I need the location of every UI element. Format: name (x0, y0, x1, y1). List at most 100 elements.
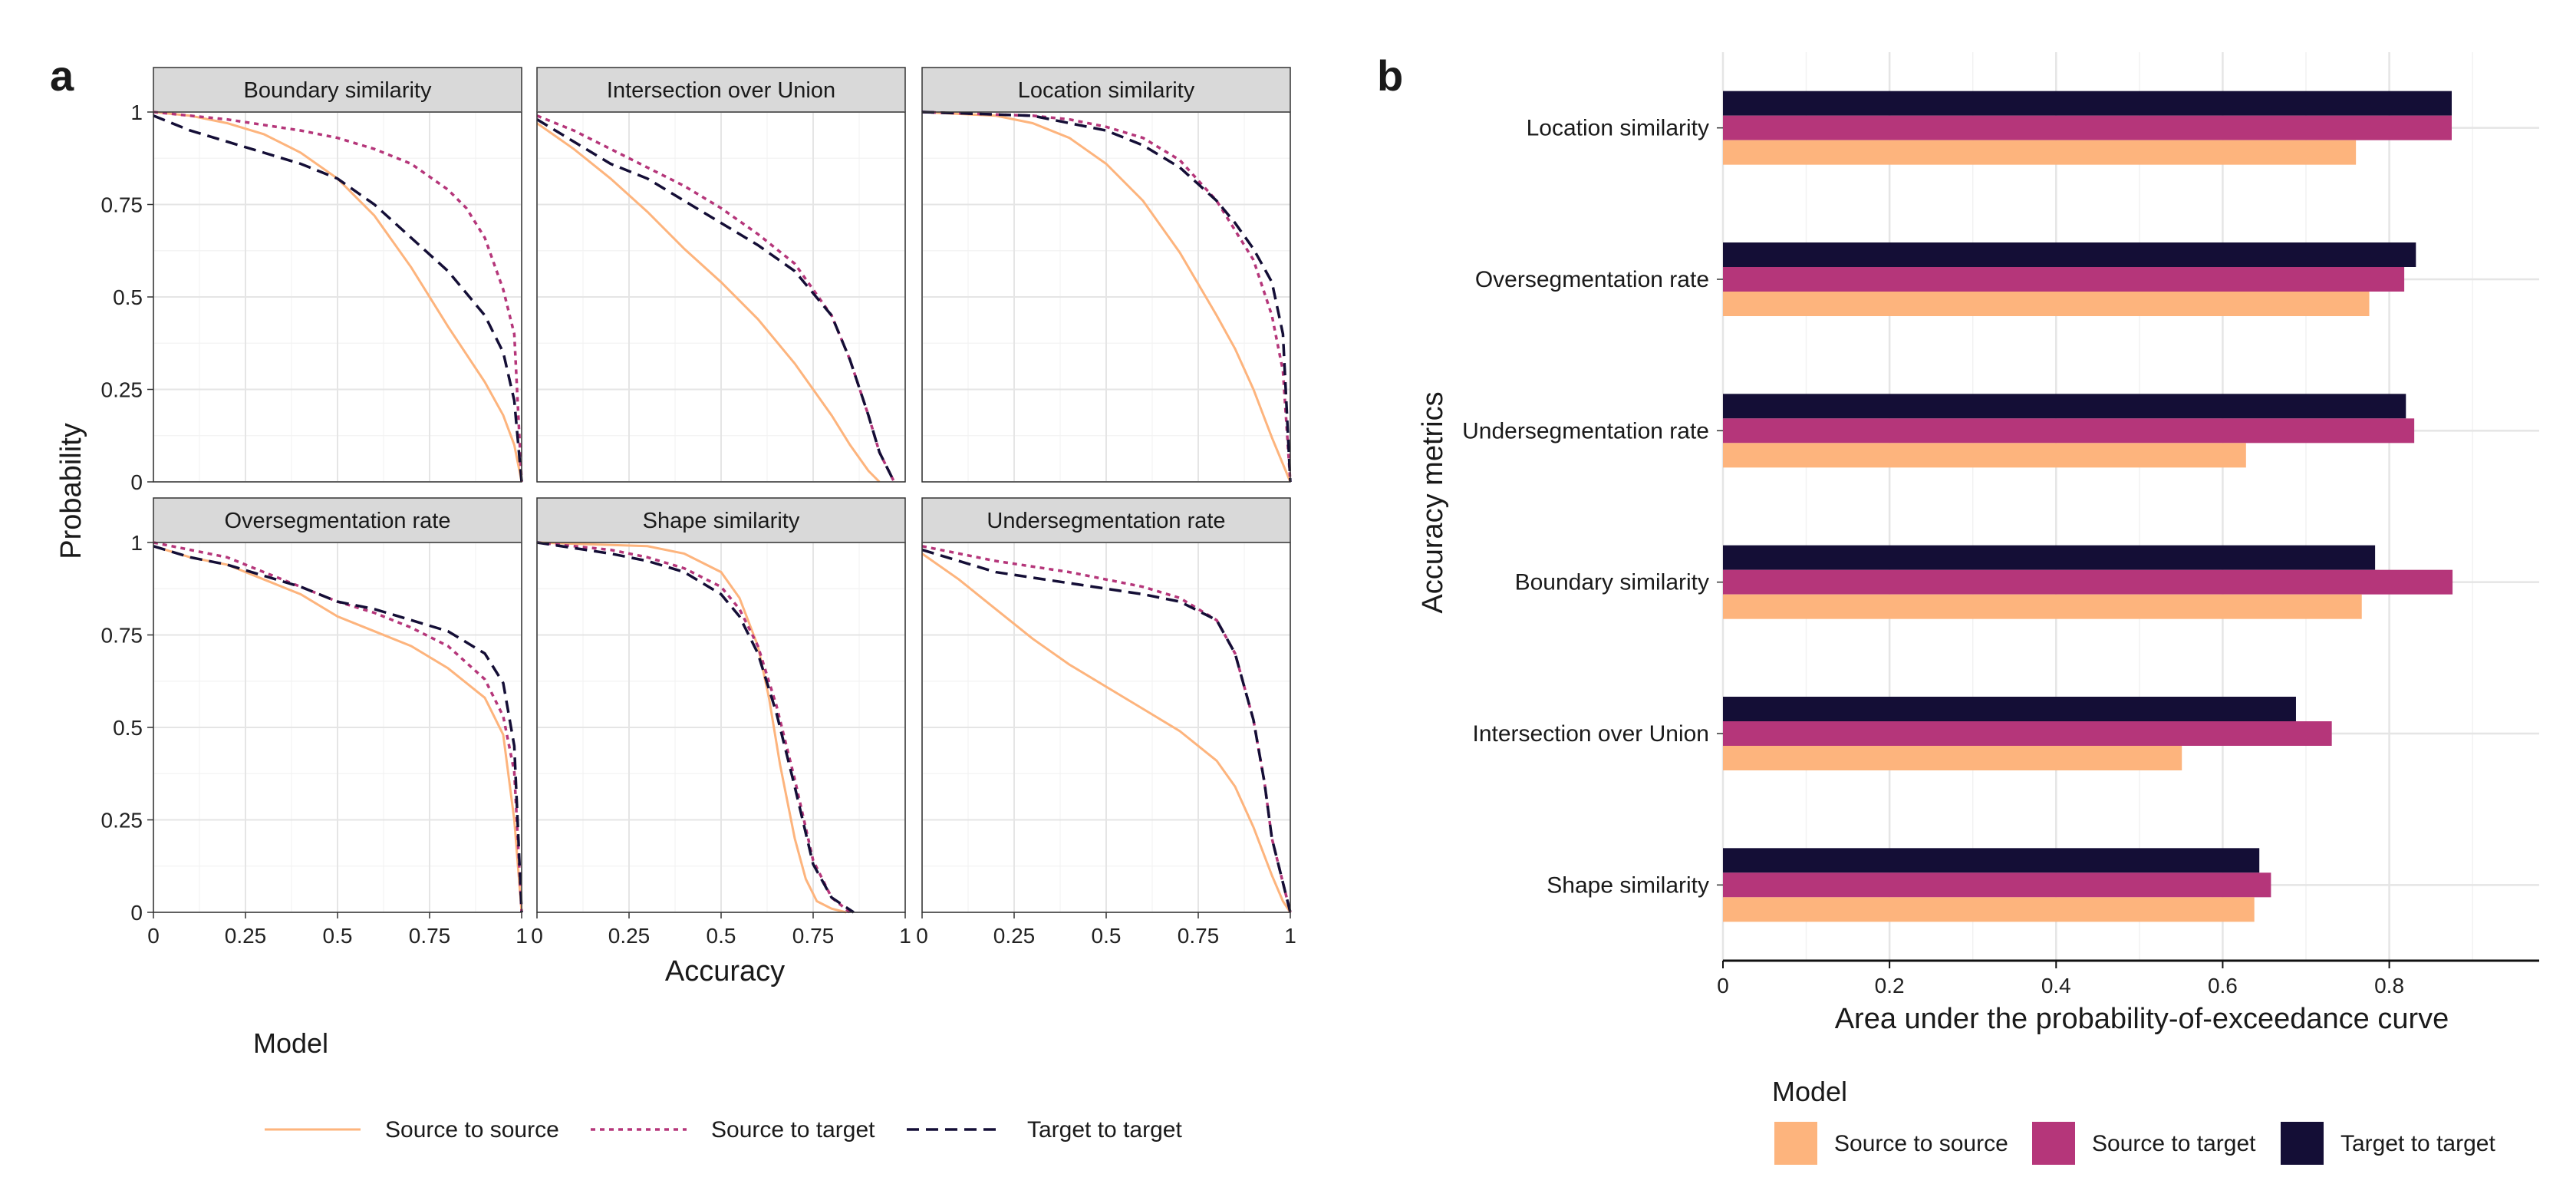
panel-b-x-axis-title: Area under the probability-of-exceedance… (1835, 1003, 2449, 1035)
legend-item-target-to-target: Target to target (2281, 1122, 2495, 1165)
category-oversegmentation-rate: Oversegmentation rate (1475, 242, 2416, 316)
bar-source-to-source (1723, 443, 2246, 468)
panel-border (921, 111, 1291, 483)
legend-item-source-to-source: Source to source (1774, 1122, 2008, 1165)
facet-title: Boundary similarity (244, 78, 432, 103)
facet-title: Location similarity (1018, 78, 1195, 103)
x-tick-label: 0.75 (409, 924, 451, 948)
series-line-source-to-target (153, 110, 523, 483)
category-intersection-over-union: Intersection over Union (1473, 697, 2332, 770)
y-tick-label: 0.25 (101, 378, 143, 402)
legend-item-source-to-source: Source to source (265, 1117, 559, 1143)
y-tick-label: 0.75 (101, 193, 143, 217)
panel-b-legend-title: Model (1772, 1076, 1847, 1107)
bar-target-to-target (1723, 697, 2296, 721)
panel-a-x-axis-title: Accuracy (665, 955, 785, 988)
series-line-target-to-target (921, 548, 1292, 913)
bar-source-to-target (1723, 872, 2271, 898)
bar-source-to-source (1723, 897, 2255, 922)
legend-label: Source to target (711, 1117, 875, 1143)
facet-title: Undersegmentation rate (987, 509, 1225, 533)
series-line-source-to-source (536, 122, 881, 483)
facet-strip (153, 67, 522, 113)
panel-a-label: a (50, 51, 74, 100)
legend-key (2281, 1122, 2324, 1165)
facet-location-similarity: Location similarity (921, 67, 1292, 483)
category-label: Boundary similarity (1515, 570, 1709, 595)
category-undersegmentation-rate: Undersegmentation rate (1462, 394, 2415, 468)
y-tick-label: 1 (130, 101, 143, 124)
y-tick-label: 0.75 (101, 624, 143, 648)
panel-border (536, 111, 906, 483)
facet-intersection-over-union: Intersection over Union (536, 67, 906, 483)
bar-source-to-source (1723, 292, 2370, 316)
category-shape-similarity: Shape similarity (1547, 848, 2271, 922)
bar-target-to-target (1723, 848, 2260, 873)
y-tick-label: 0.5 (113, 285, 143, 309)
x-tick-label: 0.25 (608, 924, 651, 948)
y-tick-label: 0 (130, 901, 143, 925)
facet-title: Shape similarity (643, 509, 800, 533)
facet-strip (536, 67, 906, 113)
bar-source-to-source (1723, 594, 2362, 619)
category-label: Oversegmentation rate (1475, 267, 1709, 292)
legend-key (1774, 1122, 1817, 1165)
facet-strip (921, 497, 1291, 543)
legend-label: Source to source (1834, 1131, 2008, 1156)
x-tick-label: 0 (916, 924, 928, 948)
facet-grid: Boundary similarity 0 0.25 0.5 0.75 1 Intersec… (101, 67, 1296, 948)
x-tick-label: 0.2 (1875, 974, 1905, 998)
panel-b-y-axis-title: Accuracy metrics (1417, 391, 1449, 613)
panel-b: b Location similarity Oversegmentation ra… (1377, 51, 2539, 1165)
panel-b-legend: Source to source Source to target Target t… (1774, 1122, 2495, 1165)
x-tick-label: 0.8 (2374, 974, 2404, 998)
bar-source-to-target (1723, 721, 2332, 746)
legend-item-target-to-target: Target to target (907, 1117, 1182, 1143)
bar-chart: Location similarity Oversegmentation rate… (1462, 52, 2539, 998)
bar-source-to-source (1723, 746, 2182, 770)
facet-undersegmentation-rate: Undersegmentation rate 0 0.25 0.5 0.75 1 (916, 497, 1296, 948)
x-tick-label: 0.4 (2041, 974, 2071, 998)
bar-target-to-target (1723, 394, 2406, 419)
series-line-source-to-target (536, 114, 896, 483)
facet-shape-similarity: Shape similarity 0 0.25 0.5 0.75 1 (531, 497, 911, 948)
legend-label: Source to target (2092, 1131, 2256, 1156)
series-line-source-to-source (153, 110, 523, 483)
panel-a: a Boundary similarity 0 0.25 0.5 0.75 1 Inters… (50, 51, 1296, 1143)
category-boundary-similarity: Boundary similarity (1515, 545, 2453, 619)
facet-strip (153, 497, 522, 543)
x-tick-label: 0 (531, 924, 543, 948)
x-tick-label: 0.75 (1178, 924, 1220, 948)
series-line-target-to-target (536, 118, 896, 483)
category-label: Intersection over Union (1473, 721, 1710, 747)
y-tick-label: 0.25 (101, 809, 143, 833)
series-line-source-to-source (153, 545, 523, 913)
series-line-source-to-target (153, 541, 523, 913)
x-tick-label: 0 (1717, 974, 1729, 998)
series-line-source-to-source (921, 552, 1292, 913)
x-tick-label: 0.75 (792, 924, 835, 948)
panel-b-label: b (1377, 51, 1403, 100)
facet-strip (921, 67, 1291, 113)
x-tick-label: 0.5 (1092, 924, 1122, 948)
y-tick-label: 1 (130, 531, 143, 555)
x-tick-label: 0.5 (323, 924, 353, 948)
category-label: Undersegmentation rate (1462, 418, 1709, 444)
legend-label: Target to target (2340, 1131, 2495, 1156)
facet-boundary-similarity: Boundary similarity 0 0.25 0.5 0.75 1 (101, 67, 523, 494)
facet-title: Oversegmentation rate (225, 509, 451, 533)
bar-source-to-source (1723, 140, 2357, 165)
bar-target-to-target (1723, 242, 2416, 267)
series-line-source-to-source (921, 110, 1292, 483)
x-tick-label: 0.25 (225, 924, 267, 948)
category-label: Shape similarity (1547, 872, 1709, 898)
x-tick-label: 1 (516, 924, 528, 948)
category-label: Location similarity (1527, 116, 1709, 141)
series-line-target-to-target (153, 545, 523, 913)
series-line-target-to-target (921, 110, 1292, 483)
panel-a-y-axis-title: Probability (55, 423, 87, 559)
series-line-source-to-target (536, 541, 852, 914)
facet-title: Intersection over Union (607, 78, 835, 103)
panel-a-legend: Source to source Source to target Target t… (265, 1117, 1182, 1143)
